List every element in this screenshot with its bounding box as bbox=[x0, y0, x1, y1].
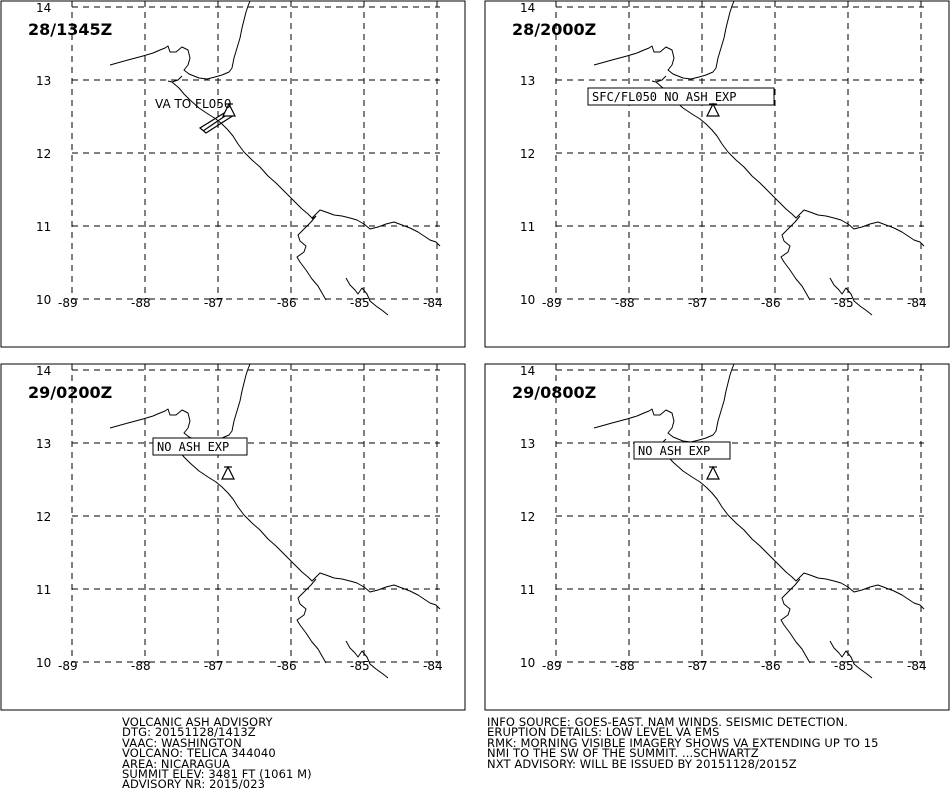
lat-labels: 14 13 12 11 10 bbox=[36, 1, 51, 307]
map-panel-3: NO ASH EXP 29/0200Z 14 13 12 11 10 -89 -… bbox=[0, 363, 466, 711]
lat-label: 12 bbox=[36, 147, 51, 161]
lon-labels: -89 -88 -87 -86 -85 -84 bbox=[542, 296, 927, 310]
lat-label: 14 bbox=[36, 1, 51, 15]
lon-label: -89 bbox=[542, 659, 562, 673]
coastline bbox=[593, 0, 925, 316]
lon-label: -87 bbox=[204, 659, 224, 673]
lat-label: 10 bbox=[36, 656, 51, 670]
lat-label: 10 bbox=[520, 293, 535, 307]
volcano-icon bbox=[222, 102, 236, 117]
panel-time: 28/2000Z bbox=[512, 20, 596, 39]
lon-label: -84 bbox=[907, 296, 927, 310]
lon-label: -88 bbox=[131, 659, 151, 673]
lat-label: 13 bbox=[36, 74, 51, 88]
lon-label: -87 bbox=[204, 296, 224, 310]
panel-frame bbox=[484, 363, 950, 711]
ash-label-box bbox=[633, 441, 731, 460]
lon-label: -84 bbox=[423, 296, 443, 310]
ash-label-box bbox=[587, 87, 775, 106]
lon-label: -88 bbox=[131, 296, 151, 310]
lon-labels: -89 -88 -87 -86 -85 -84 bbox=[58, 296, 443, 310]
lon-label: -85 bbox=[350, 296, 370, 310]
lat-label: 13 bbox=[520, 74, 535, 88]
lat-label: 11 bbox=[520, 583, 535, 597]
lon-label: -86 bbox=[277, 659, 297, 673]
lon-label: -86 bbox=[761, 659, 781, 673]
ash-label-box bbox=[152, 437, 248, 456]
lon-label: -84 bbox=[907, 659, 927, 673]
graticule bbox=[71, 1, 440, 300]
lat-label: 11 bbox=[520, 220, 535, 234]
ash-label: NO ASH EXP bbox=[157, 440, 229, 454]
advisory-line: NXT ADVISORY: WILL BE ISSUED BY 20151128… bbox=[487, 756, 797, 771]
panel-time: 29/0800Z bbox=[512, 383, 596, 402]
lat-labels: 14 13 12 11 10 bbox=[36, 364, 51, 670]
lon-label: -89 bbox=[58, 659, 78, 673]
lon-label: -85 bbox=[834, 659, 854, 673]
advisory-line: AREA: NICARAGUA bbox=[122, 756, 231, 771]
lon-label: -88 bbox=[615, 659, 635, 673]
advisory-line: VOLCANO: TELICA 344040 bbox=[122, 746, 276, 761]
lon-labels: -89 -88 -87 -86 -85 -84 bbox=[58, 659, 443, 673]
map-panel-2: SFC/FL050 NO ASH EXP 28/2000Z 14 13 12 1… bbox=[484, 0, 950, 348]
lat-label: 10 bbox=[36, 293, 51, 307]
lat-label: 12 bbox=[520, 147, 535, 161]
lat-label: 11 bbox=[36, 583, 51, 597]
graticule bbox=[555, 364, 924, 663]
lat-label: 14 bbox=[520, 364, 535, 378]
lon-label: -85 bbox=[834, 296, 854, 310]
lat-label: 13 bbox=[36, 437, 51, 451]
advisory-line: VAAC: WASHINGTON bbox=[122, 735, 242, 750]
advisory-line: ADVISORY NR: 2015/023 bbox=[122, 777, 266, 792]
lon-label: -87 bbox=[688, 296, 708, 310]
advisory-line: DTG: 20151128/1413Z bbox=[122, 725, 256, 740]
map-panel-4: NO ASH EXP 29/0800Z 14 13 12 11 10 -89 -… bbox=[484, 363, 950, 711]
volcano-icon bbox=[706, 102, 720, 117]
lat-label: 14 bbox=[36, 364, 51, 378]
panel-frame bbox=[0, 0, 466, 348]
lat-label: 10 bbox=[520, 656, 535, 670]
lat-labels: 14 13 12 11 10 bbox=[520, 364, 535, 670]
ash-label: NO ASH EXP bbox=[638, 444, 710, 458]
lon-label: -88 bbox=[615, 296, 635, 310]
advisory-line: VOLCANIC ASH ADVISORY bbox=[122, 715, 273, 729]
graticule bbox=[71, 364, 440, 663]
lat-label: 12 bbox=[520, 510, 535, 524]
lon-label: -89 bbox=[542, 296, 562, 310]
lon-label: -86 bbox=[761, 296, 781, 310]
coastline bbox=[593, 363, 925, 679]
volcano-icon bbox=[706, 465, 720, 480]
ash-label: SFC/FL050 NO ASH EXP bbox=[592, 90, 737, 104]
lon-label: -85 bbox=[350, 659, 370, 673]
panel-time: 29/0200Z bbox=[28, 383, 112, 402]
lon-labels: -89 -88 -87 -86 -85 -84 bbox=[542, 659, 927, 673]
advisory-line: INFO SOURCE: GOES-EAST. NAM WINDS. SEISM… bbox=[487, 715, 849, 729]
lat-label: 12 bbox=[36, 510, 51, 524]
advisory-details-right: INFO SOURCE: GOES-EAST. NAM WINDS. SEISM… bbox=[487, 715, 879, 771]
advisory-line: NMI TO THE SW OF THE SUMMIT. ...SCHWARTZ bbox=[487, 746, 759, 761]
advisory-line: SUMMIT ELEV: 3481 FT (1061 M) bbox=[122, 767, 312, 782]
lon-label: -87 bbox=[688, 659, 708, 673]
map-panel-1: VA TO FL050 28/1345Z 14 13 12 11 10 -89 … bbox=[0, 0, 466, 348]
panel-frame bbox=[0, 363, 466, 711]
coastline bbox=[109, 0, 441, 316]
lon-label: -89 bbox=[58, 296, 78, 310]
panel-frame bbox=[484, 0, 950, 348]
volcano-icon bbox=[221, 465, 235, 480]
graticule bbox=[555, 1, 924, 300]
panel-time: 28/1345Z bbox=[28, 20, 112, 39]
ash-label: VA TO FL050 bbox=[155, 97, 232, 111]
lat-labels: 14 13 12 11 10 bbox=[520, 1, 535, 307]
lat-label: 11 bbox=[36, 220, 51, 234]
coastline bbox=[109, 363, 441, 679]
advisory-line: RMK: MORNING VISIBLE IMAGERY SHOWS VA EX… bbox=[487, 735, 879, 750]
lon-label: -86 bbox=[277, 296, 297, 310]
advisory-line: ERUPTION DETAILS: LOW LEVEL VA EMS bbox=[487, 725, 720, 740]
lat-label: 13 bbox=[520, 437, 535, 451]
advisory-header-left: VOLCANIC ASH ADVISORY DTG: 20151128/1413… bbox=[122, 715, 312, 792]
lon-label: -84 bbox=[423, 659, 443, 673]
lat-label: 14 bbox=[520, 1, 535, 15]
